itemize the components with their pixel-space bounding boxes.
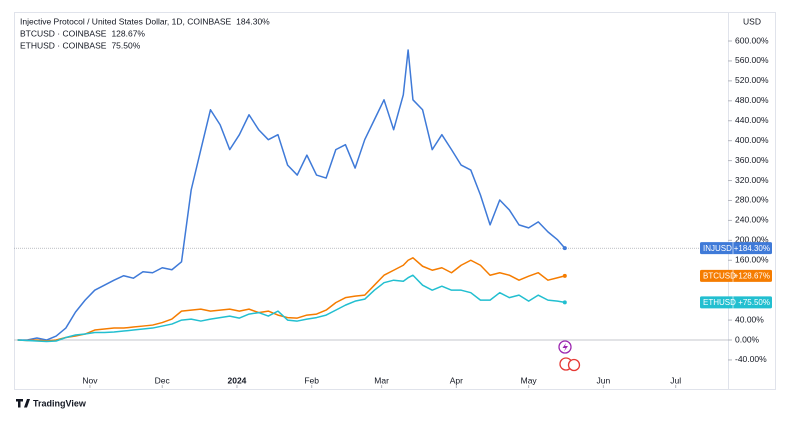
x-tick-label: Nov bbox=[82, 375, 98, 385]
axis-tag-box bbox=[700, 242, 772, 255]
legend-value: 75.50% bbox=[111, 40, 140, 50]
brand-name: TradingView bbox=[33, 398, 87, 408]
x-tick-label: Mar bbox=[374, 375, 389, 385]
y-tick-label: -40.00% bbox=[735, 354, 767, 364]
axis-tag-symbol: ETHUSD bbox=[703, 298, 736, 307]
y-tick-label: 600.00% bbox=[735, 35, 769, 45]
branding: TradingView bbox=[16, 398, 87, 408]
last-point bbox=[562, 273, 567, 278]
axis-tag-value: +128.67% bbox=[734, 271, 770, 280]
x-tick-label: May bbox=[521, 375, 538, 385]
y-tick-label: 400.00% bbox=[735, 135, 769, 145]
axis-tag-symbol: BTCUSD bbox=[703, 271, 736, 280]
x-tick-label: Dec bbox=[155, 375, 171, 385]
axis-tag-box bbox=[700, 269, 772, 282]
y-tick-label: 160.00% bbox=[735, 255, 769, 265]
axis-tag: INJUSD +184.30% bbox=[700, 242, 772, 255]
series-line bbox=[17, 49, 566, 341]
axis-tag: ETHUSD +75.50% bbox=[700, 296, 772, 309]
axis-tag-box bbox=[700, 296, 772, 309]
series-line bbox=[17, 257, 565, 342]
legend-value: 128.67% bbox=[111, 28, 145, 38]
event-icons bbox=[558, 340, 581, 372]
y-tick-label: 200.00% bbox=[735, 235, 769, 245]
legend-label: ETHUSD · COINBASE bbox=[20, 40, 107, 50]
last-point bbox=[562, 300, 567, 305]
last-point bbox=[562, 246, 567, 251]
legend-value: 184.30% bbox=[236, 16, 270, 26]
axis-tag-symbol: INJUSD bbox=[703, 244, 732, 253]
x-tick-label: Feb bbox=[304, 375, 319, 385]
y-tick-label: 360.00% bbox=[735, 155, 769, 165]
legend-label: Injective Protocol / United States Dolla… bbox=[20, 16, 232, 26]
logo bbox=[16, 399, 30, 408]
y-tick-label: 240.00% bbox=[735, 215, 769, 225]
series-line bbox=[17, 274, 565, 343]
x-tick-label: Jul bbox=[670, 375, 681, 385]
legend-label: BTCUSD · COINBASE bbox=[20, 28, 107, 38]
y-tick-label: 480.00% bbox=[735, 95, 769, 105]
x-tick-label: Apr bbox=[450, 375, 463, 385]
y-tick-label: 280.00% bbox=[735, 195, 769, 205]
axis-tag: BTCUSD+128.67% bbox=[700, 269, 772, 282]
y-tick-label: 0.00% bbox=[735, 334, 760, 344]
event-icon bbox=[567, 358, 581, 372]
axis-tag-value: +75.50% bbox=[738, 298, 770, 307]
event-glyph bbox=[562, 343, 568, 352]
y-tick-label: 520.00% bbox=[735, 75, 769, 85]
currency-label: USD bbox=[743, 16, 761, 26]
y-tick-label: 320.00% bbox=[735, 175, 769, 185]
y-tick-label: 560.00% bbox=[735, 55, 769, 65]
axis-tag-value: +184.30% bbox=[734, 244, 770, 253]
y-tick-label: 440.00% bbox=[735, 115, 769, 125]
x-tick-label: 2024 bbox=[228, 375, 247, 385]
y-tick-label: 40.00% bbox=[735, 314, 764, 324]
chart-frame bbox=[14, 12, 776, 390]
x-tick-label: Jun bbox=[597, 375, 611, 385]
